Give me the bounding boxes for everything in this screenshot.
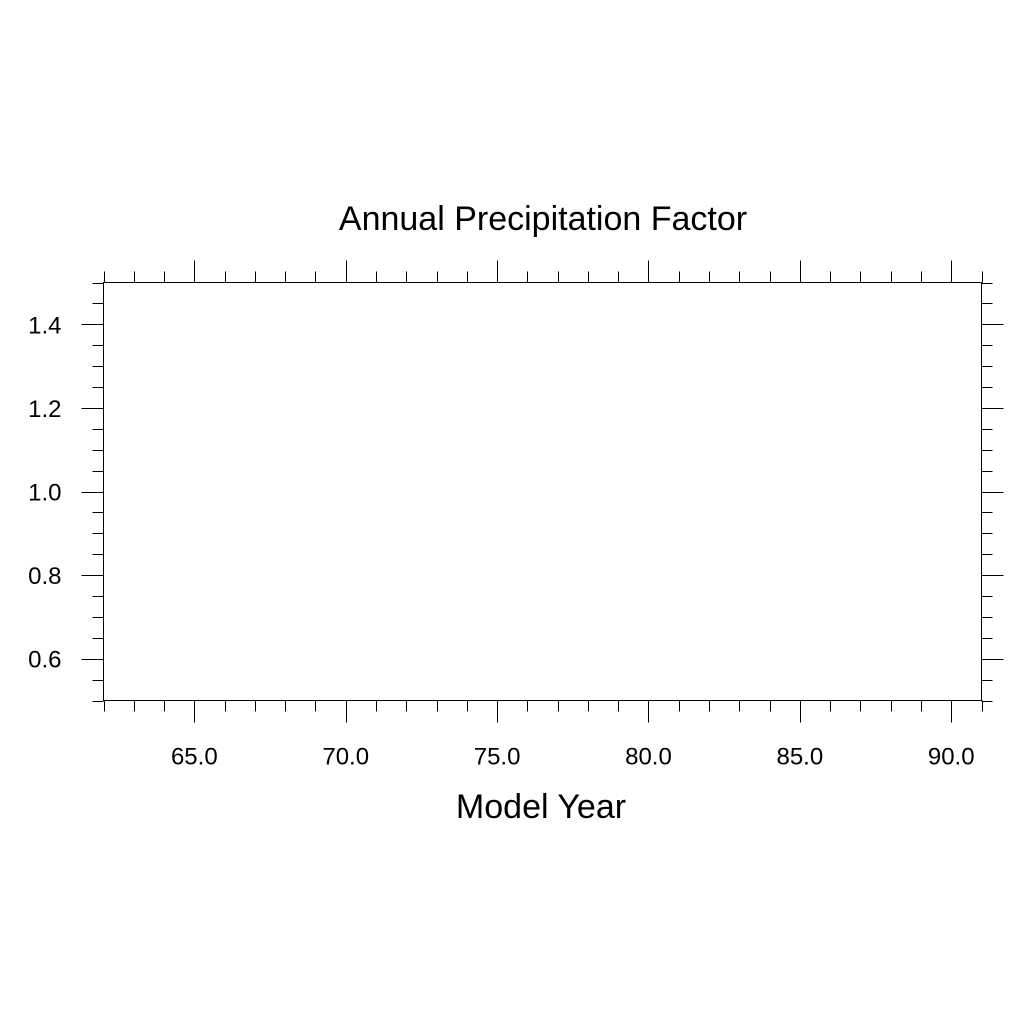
y-tick-label: 1.2 xyxy=(28,396,61,423)
y-tick-labels: 0.6 0.8 1.0 1.2 1.4 xyxy=(28,312,61,673)
y-tick-label: 1.4 xyxy=(28,312,61,339)
plot-frame xyxy=(103,282,982,701)
chart-title: Annual Precipitation Factor xyxy=(339,200,747,238)
x-tick-label: 70.0 xyxy=(322,744,369,771)
x-tick-label: 65.0 xyxy=(171,744,218,771)
y-tick-label: 1.0 xyxy=(28,480,61,507)
y-tick-label: 0.8 xyxy=(28,563,61,590)
x-tick-label: 80.0 xyxy=(625,744,672,771)
x-tick-label: 85.0 xyxy=(776,744,823,771)
tick-marks xyxy=(81,260,1004,723)
x-tick-labels: 65.0 70.0 75.0 80.0 85.0 90.0 xyxy=(171,744,975,771)
x-tick-label: 90.0 xyxy=(928,744,975,771)
x-axis-label: Model Year xyxy=(456,788,626,826)
y-tick-label: 0.6 xyxy=(28,647,61,674)
x-tick-label: 75.0 xyxy=(474,744,521,771)
